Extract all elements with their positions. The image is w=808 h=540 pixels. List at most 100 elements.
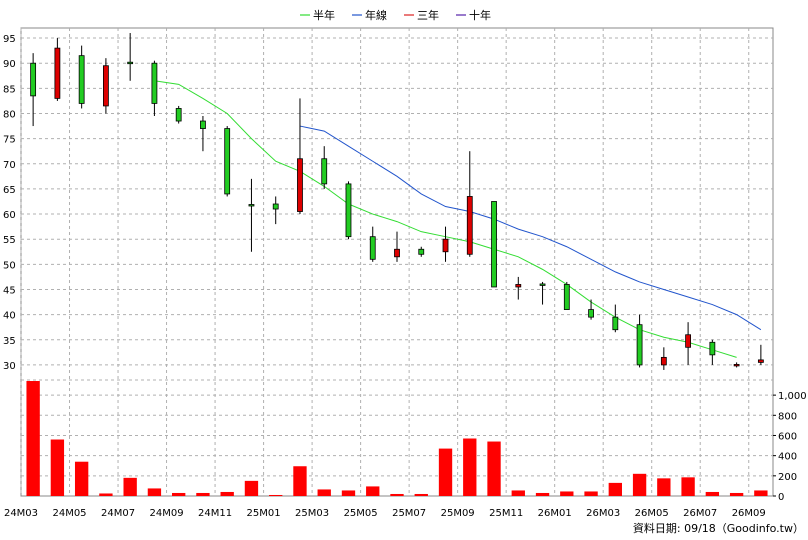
x-axis: 24M03 24M05 24M07 24M09 24M11 25M01 25M03 25M05… xyxy=(4,508,766,519)
candle-body xyxy=(757,359,764,363)
candle-body xyxy=(660,356,667,366)
volume-bar xyxy=(754,490,768,496)
candle-body xyxy=(224,128,231,195)
volume-bar xyxy=(705,491,720,496)
volume-bar xyxy=(317,489,331,496)
price-tick-label: 40 xyxy=(3,311,16,322)
x-tick-label: 26M05 xyxy=(635,508,669,519)
grid-lines xyxy=(20,28,773,496)
x-tick-label: 24M09 xyxy=(150,508,184,519)
candle-body xyxy=(466,196,473,255)
moving-average-lines xyxy=(154,80,762,358)
price-tick-label: 85 xyxy=(3,84,16,95)
ma-half-year-line xyxy=(154,80,737,358)
volume-bar xyxy=(463,438,477,496)
candle-body xyxy=(612,316,619,331)
volume-bar xyxy=(172,492,186,496)
x-tick-label: 25M03 xyxy=(295,508,329,519)
volume-bar xyxy=(414,493,428,496)
volume-bar xyxy=(196,492,210,496)
candle-body xyxy=(369,236,376,260)
volume-tick-label: 0 xyxy=(778,492,784,503)
candle-body xyxy=(200,120,206,129)
candle-body xyxy=(539,283,546,286)
volume-bar xyxy=(438,448,453,496)
volume-tick-label: 200 xyxy=(778,472,797,483)
x-tick-label: 24M11 xyxy=(198,508,232,519)
price-tick-label: 45 xyxy=(3,285,16,296)
price-tick-label: 30 xyxy=(3,361,16,372)
candle-body xyxy=(709,341,716,356)
volume-tick-label: 600 xyxy=(778,431,797,442)
volume-bar xyxy=(535,492,550,496)
volume-bar xyxy=(681,477,695,496)
volume-tick-label: 800 xyxy=(778,411,797,422)
volume-bars xyxy=(26,381,768,496)
legend-label-1: 年線 xyxy=(365,8,387,22)
candle-body xyxy=(78,55,85,104)
candle-body xyxy=(394,248,400,258)
volume-bar xyxy=(608,482,622,496)
volume-bar xyxy=(584,491,598,496)
legend-label-0: 半年 xyxy=(313,8,335,22)
volume-bar xyxy=(99,493,113,496)
x-tick-label: 26M09 xyxy=(732,508,766,519)
candle-body xyxy=(127,61,134,65)
price-axis: 30 35 40 45 50 55 60 65 70 75 80 85 90 95 xyxy=(3,34,16,372)
candle-body xyxy=(321,158,328,185)
volume-bar xyxy=(244,480,259,496)
legend-label-3: 十年 xyxy=(469,8,491,22)
volume-bar xyxy=(293,466,307,496)
candle-body xyxy=(685,334,691,348)
x-tick-label: 25M11 xyxy=(489,508,523,519)
candle-body xyxy=(54,47,61,99)
volume-bar xyxy=(487,441,501,496)
candle-body xyxy=(175,108,182,122)
price-tick-label: 75 xyxy=(3,135,16,146)
candle-body xyxy=(636,324,643,366)
price-tick-label: 95 xyxy=(3,34,16,45)
volume-bar xyxy=(341,490,356,496)
candle-body xyxy=(563,284,570,311)
volume-bar xyxy=(220,491,234,496)
price-tick-label: 35 xyxy=(3,336,16,347)
volume-bar xyxy=(729,492,744,496)
price-tick-label: 80 xyxy=(3,109,16,120)
candle-body xyxy=(418,248,425,255)
candle-body xyxy=(588,309,594,318)
candle-body xyxy=(272,203,279,210)
price-tick-label: 70 xyxy=(3,160,16,171)
volume-bar xyxy=(560,491,574,496)
candle-body xyxy=(733,364,740,367)
volume-tick-label: 400 xyxy=(778,452,797,463)
price-tick-label: 65 xyxy=(3,185,16,196)
candle-body xyxy=(248,204,255,207)
legend: 半年 年線 三年 十年 xyxy=(300,8,491,22)
candle-body xyxy=(30,62,37,97)
x-tick-label: 25M01 xyxy=(247,508,281,519)
price-tick-label: 90 xyxy=(3,59,16,70)
x-tick-label: 24M03 xyxy=(4,508,38,519)
volume-bar xyxy=(390,493,404,496)
x-tick-label: 26M07 xyxy=(683,508,717,519)
x-tick-label: 26M01 xyxy=(538,508,572,519)
candle-body xyxy=(297,158,303,212)
candlesticks xyxy=(30,33,764,370)
source-label: 資料日期: 09/18（Goodinfo.tw） xyxy=(633,521,804,535)
volume-bar xyxy=(511,490,525,496)
volume-bar xyxy=(50,439,65,496)
volume-bar xyxy=(657,478,671,496)
candle-body xyxy=(151,62,158,104)
candle-body xyxy=(103,65,109,107)
volume-bar xyxy=(632,473,647,496)
x-tick-label: 24M05 xyxy=(52,508,86,519)
legend-label-2: 三年 xyxy=(417,8,439,22)
volume-bar xyxy=(366,486,380,496)
ma-year-line xyxy=(299,125,762,331)
volume-bar xyxy=(26,381,40,496)
candle-body xyxy=(345,183,352,238)
x-tick-label: 25M05 xyxy=(344,508,378,519)
candle-body xyxy=(515,284,522,288)
x-tick-label: 26M03 xyxy=(586,508,620,519)
